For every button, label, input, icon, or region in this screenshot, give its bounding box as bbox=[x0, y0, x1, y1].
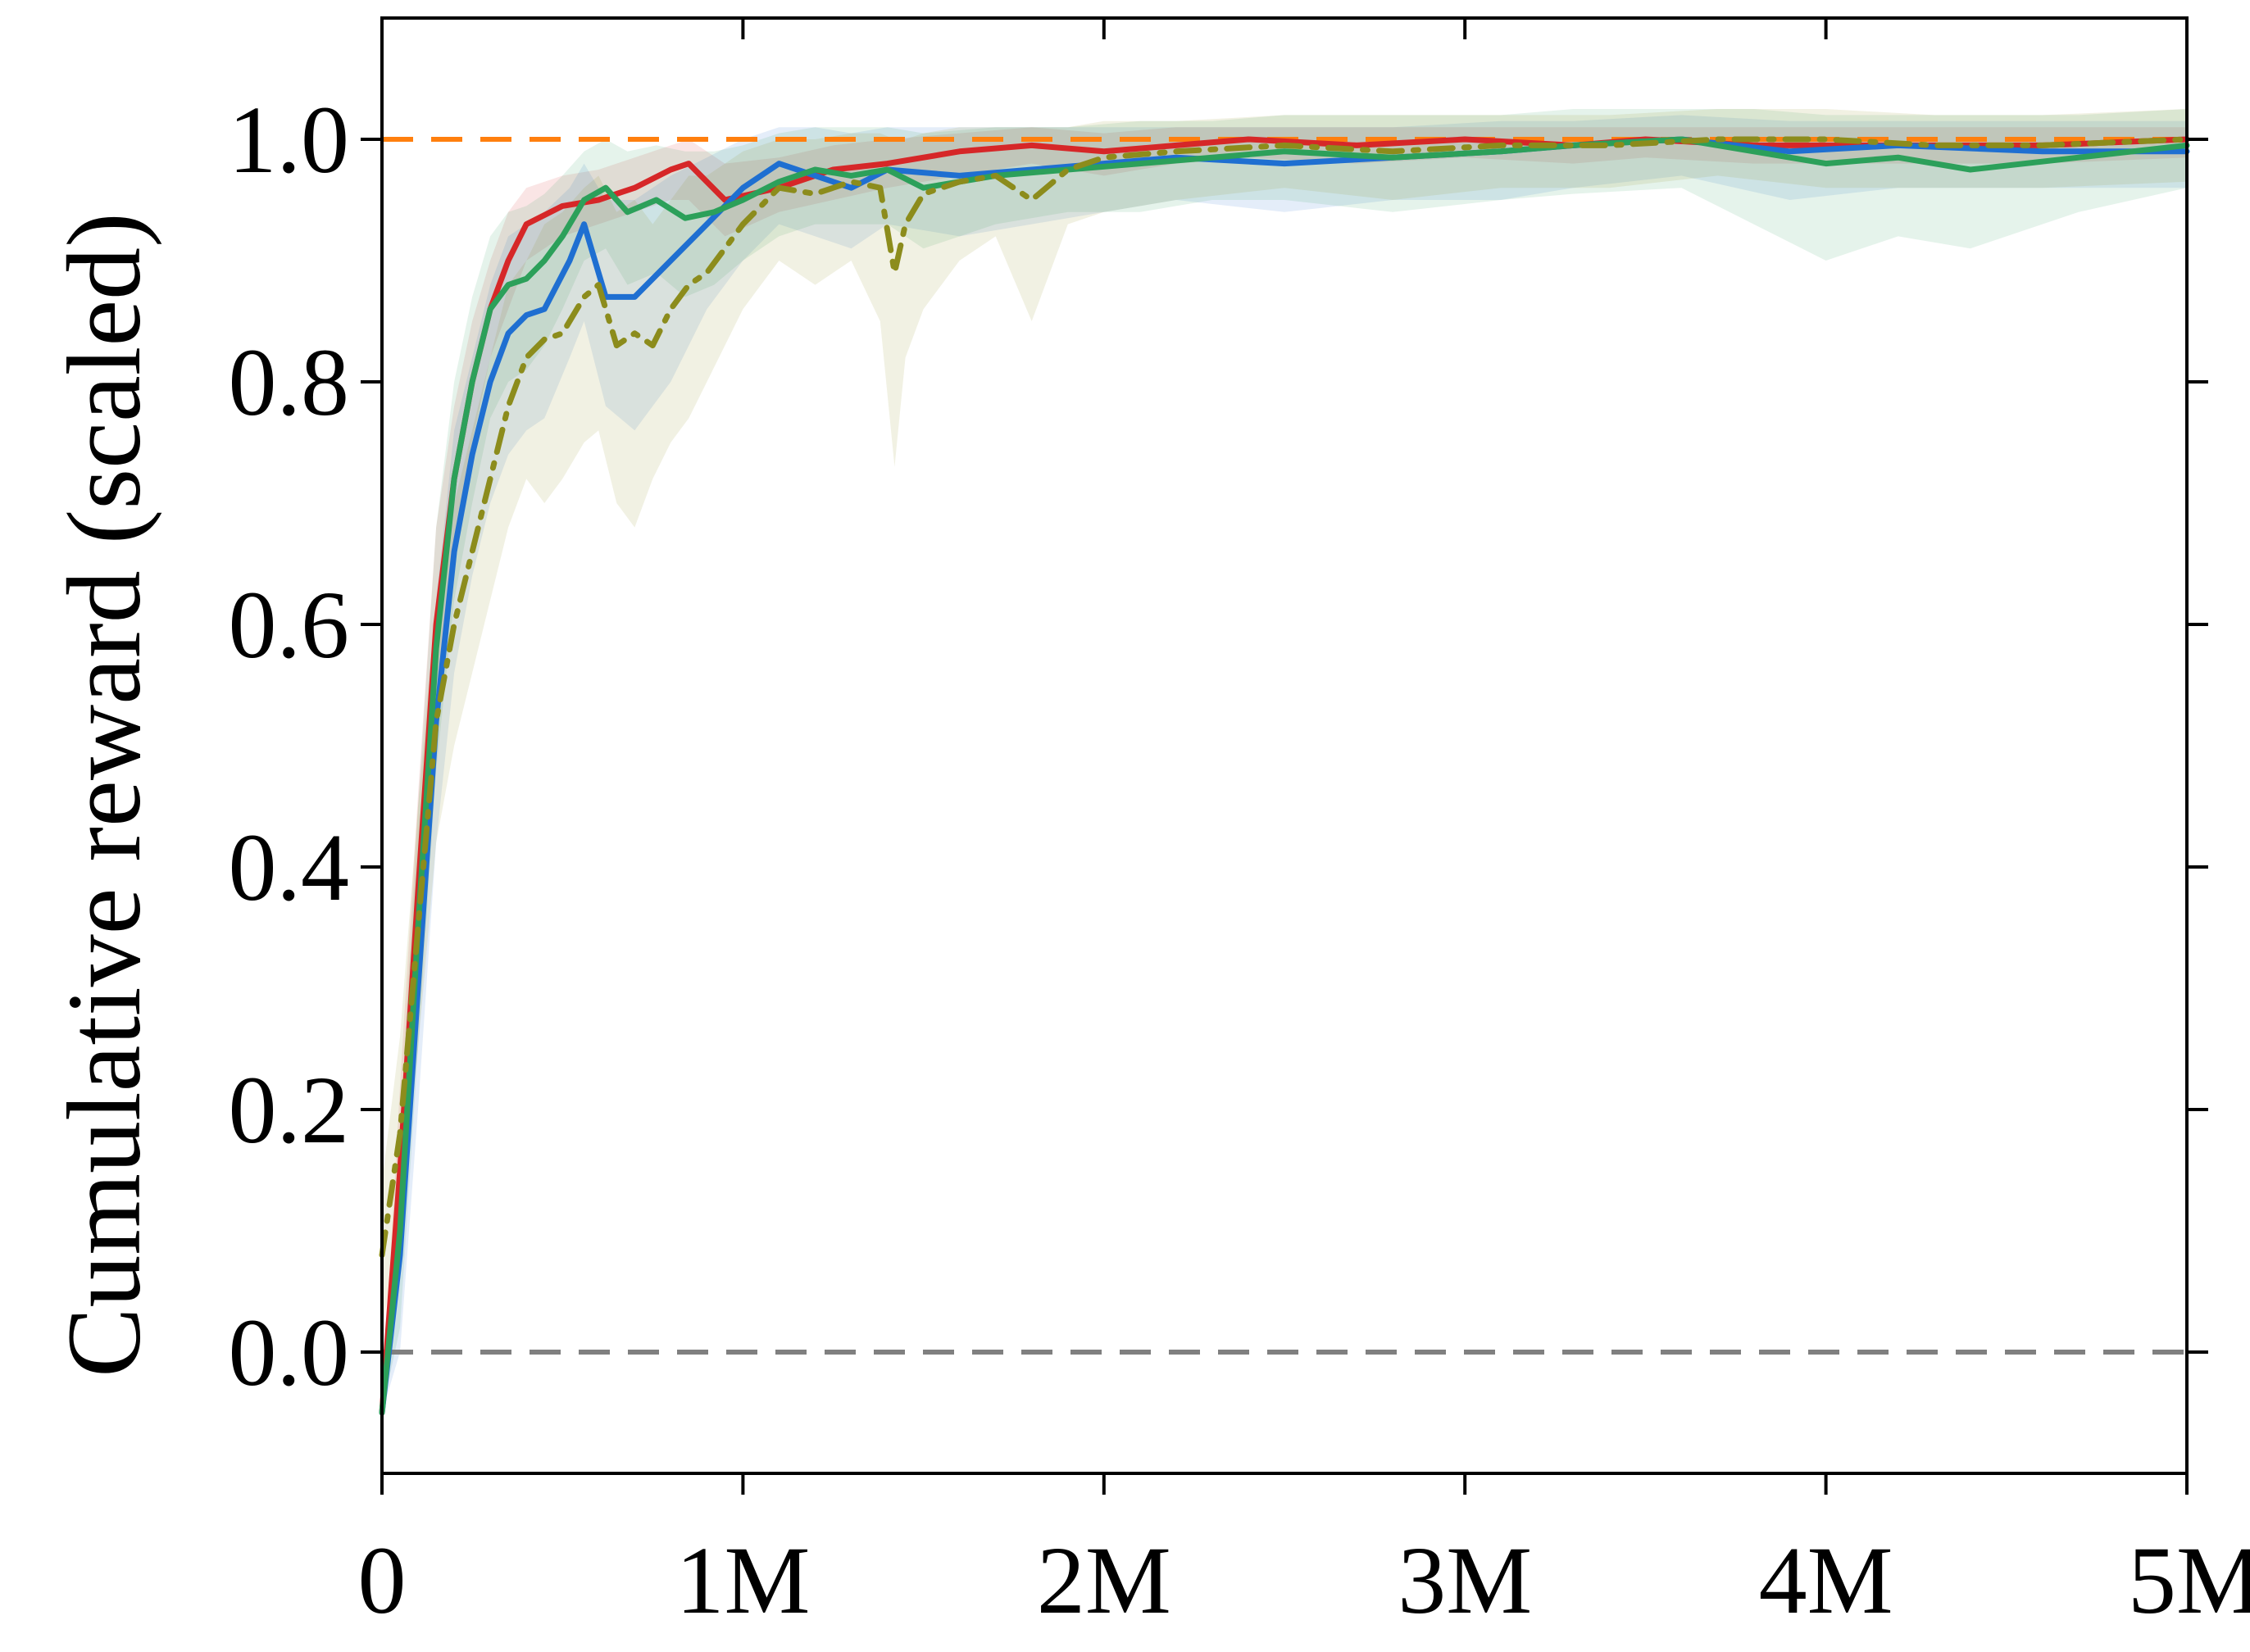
x-tick-label-2: 2M bbox=[1037, 1527, 1171, 1634]
series-3-line bbox=[379, 136, 2190, 1416]
x-tick-label-0: 0 bbox=[358, 1527, 407, 1634]
y-tick-label-4: 0.8 bbox=[229, 329, 350, 436]
series-4-line bbox=[379, 136, 2190, 1259]
y-tick-label-3: 0.6 bbox=[229, 571, 350, 678]
y-tick-labels: 0.0 0.2 0.4 0.6 0.8 1.0 bbox=[229, 86, 350, 1406]
x-tick-label-4: 4M bbox=[1759, 1527, 1893, 1634]
y-tick-label-2: 0.4 bbox=[229, 814, 350, 921]
axis-ticks bbox=[361, 18, 2208, 1495]
y-axis-label: Cumulative reward (scaled) bbox=[46, 212, 162, 1377]
plot-frame bbox=[380, 16, 2189, 1475]
y-tick-label-1: 0.2 bbox=[229, 1056, 350, 1164]
series-4-band bbox=[382, 109, 2187, 1328]
y-tick-label-0: 0.0 bbox=[229, 1299, 350, 1406]
x-tick-label-5: 5M bbox=[2128, 1527, 2250, 1634]
confidence-bands bbox=[382, 109, 2187, 1414]
y-tick-label-5: 1.0 bbox=[229, 86, 350, 193]
x-tick-label-3: 3M bbox=[1398, 1527, 1532, 1634]
series-lines bbox=[379, 136, 2190, 1416]
x-tick-labels: 0 1M 2M 3M 4M 5M bbox=[358, 1527, 2250, 1634]
series-2-band bbox=[382, 115, 2187, 1413]
x-tick-label-1: 1M bbox=[675, 1527, 810, 1634]
